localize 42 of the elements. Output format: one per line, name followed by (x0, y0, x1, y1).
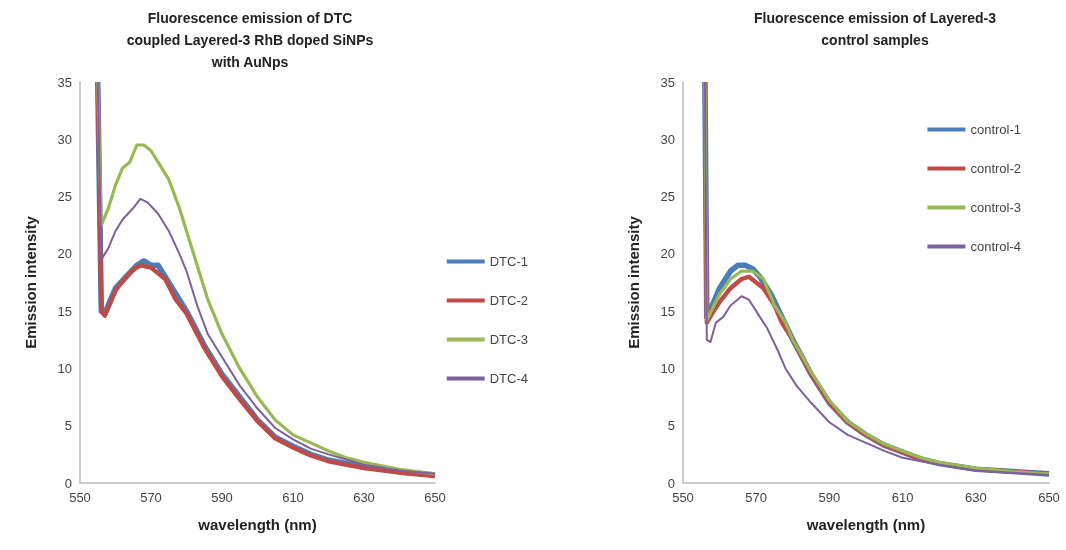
y-tick-label: 10 (57, 360, 72, 376)
y-tick-label: 35 (660, 74, 675, 90)
x-tick-label: 550 (69, 490, 91, 505)
legend-label: control-2 (970, 161, 1021, 176)
x-tick-label: 590 (211, 490, 233, 505)
y-axis-title: Emission intensity (22, 215, 39, 349)
x-tick-label: 630 (964, 490, 987, 505)
x-tick-label: 630 (353, 490, 375, 505)
x-tick-label: 610 (282, 490, 304, 505)
legend-label: DTC-2 (489, 293, 528, 308)
y-tick-label: 0 (64, 475, 72, 491)
x-tick-label: 550 (672, 490, 694, 505)
legend-label: control-4 (970, 239, 1021, 254)
chart-title: Fluorescence emission of Layered-3 control samples (754, 10, 997, 48)
y-tick-label: 15 (660, 303, 675, 319)
y-tick-label: 20 (660, 246, 675, 262)
y-tick-label: 30 (57, 131, 72, 147)
x-tick-label: 650 (1038, 490, 1060, 505)
y-tick-label: 0 (667, 475, 675, 491)
y-axis-title: Emission intensity (625, 215, 642, 349)
y-tick-label: 30 (660, 131, 675, 147)
x-tick-label: 650 (424, 490, 446, 505)
y-tick-label: 25 (57, 189, 72, 205)
legend-label: DTC-3 (489, 332, 528, 347)
y-tick-label: 25 (660, 189, 675, 205)
legend-label: DTC-4 (489, 371, 528, 386)
x-tick-label: 570 (745, 490, 768, 505)
x-axis-title: wavelength (nm) (197, 516, 317, 533)
chart-title: Fluorescence emission of DTC coupled Layered-3 RhB doped SiNPs with AuNps (126, 10, 374, 70)
y-tick-label: 35 (57, 74, 72, 90)
y-tick-label: 10 (660, 360, 675, 376)
y-tick-label: 20 (57, 246, 72, 262)
y-tick-label: 5 (64, 418, 72, 434)
legend-label: control-3 (970, 200, 1021, 215)
legend-label: control-1 (970, 122, 1021, 137)
y-tick-label: 15 (57, 303, 72, 319)
x-tick-label: 610 (891, 490, 914, 505)
legend-label: DTC-1 (489, 254, 528, 269)
x-axis-title: wavelength (nm) (805, 516, 926, 533)
x-tick-label: 590 (818, 490, 841, 505)
x-tick-label: 570 (140, 490, 162, 505)
y-tick-label: 5 (667, 418, 675, 434)
